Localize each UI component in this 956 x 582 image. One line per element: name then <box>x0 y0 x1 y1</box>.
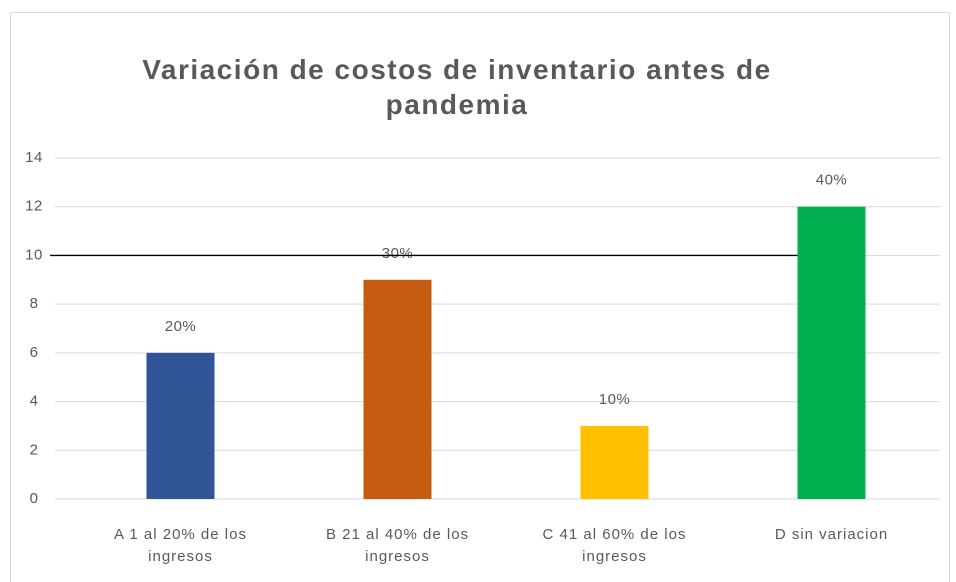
bar <box>363 279 432 499</box>
y-tick-label: 14 <box>25 149 43 166</box>
chart-title: Variación de costos de inventario antes … <box>142 54 772 120</box>
y-tick-label: 10 <box>25 246 43 263</box>
bar <box>146 352 215 499</box>
y-tick-label: 4 <box>30 393 39 410</box>
value-label: 20% <box>165 318 197 335</box>
x-tick-label: A 1 al 20% de los ingresos <box>114 526 247 565</box>
bar <box>580 425 649 499</box>
value-label: 10% <box>599 391 631 408</box>
value-label: 40% <box>816 172 848 189</box>
bar <box>797 206 866 499</box>
x-tick-label: D sin variacion <box>774 526 889 543</box>
y-tick-label: 2 <box>30 441 39 458</box>
x-tick-label: C 41 al 60% de los ingresos <box>542 526 687 565</box>
y-tick-label: 0 <box>30 490 39 507</box>
x-tick-label: B 21 al 40% de los ingresos <box>325 526 470 565</box>
y-tick-label: 8 <box>30 295 39 312</box>
y-tick-label: 6 <box>30 344 39 361</box>
value-label: 30% <box>382 245 414 262</box>
y-tick-label: 12 <box>25 198 43 215</box>
